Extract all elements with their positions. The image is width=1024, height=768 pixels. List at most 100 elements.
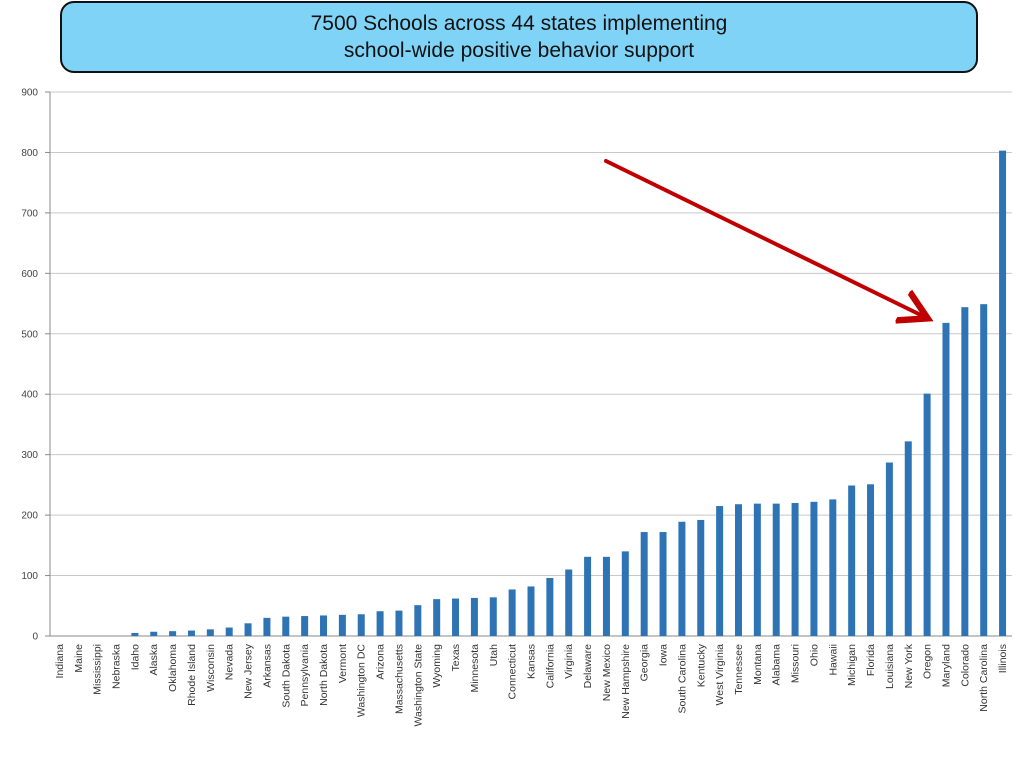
bar <box>961 307 969 636</box>
bar <box>565 569 573 636</box>
y-tick-label: 900 <box>21 88 38 99</box>
x-tick-label: Hawaii <box>827 644 839 676</box>
x-tick-label: Massachusetts <box>393 644 405 714</box>
x-tick-label: Mississippi <box>92 644 104 695</box>
y-tick-label: 800 <box>21 148 38 159</box>
chart-title: 7500 Schools across 44 states implementi… <box>60 1 978 73</box>
bar <box>263 617 271 636</box>
x-tick-label: Nebraska <box>111 644 123 689</box>
x-tick-label: Washington State <box>412 644 424 727</box>
x-tick-label: South Dakota <box>280 644 292 708</box>
x-tick-label: Ohio <box>808 644 820 666</box>
bar <box>338 614 346 636</box>
bar <box>640 532 648 636</box>
x-tick-label: Indiana <box>54 644 66 679</box>
bar <box>734 504 742 636</box>
bar <box>791 503 799 636</box>
annotation-arrow <box>604 159 924 317</box>
x-tick-label: Texas <box>450 644 462 671</box>
y-tick-label: 600 <box>21 269 38 280</box>
x-tick-label: Washington DC <box>356 644 368 718</box>
y-tick-label: 400 <box>21 390 38 401</box>
x-tick-label: North Carolina <box>978 644 990 712</box>
x-tick-label: Arkansas <box>261 644 273 688</box>
bar <box>452 598 460 636</box>
bar <box>829 499 837 636</box>
bar <box>301 616 309 636</box>
bar <box>621 551 629 636</box>
x-tick-label: Alaska <box>148 644 160 676</box>
bar <box>320 615 328 636</box>
x-tick-label: Colorado <box>959 644 971 687</box>
x-tick-label: Virginia <box>563 644 575 679</box>
bar <box>131 632 139 636</box>
bar <box>433 599 441 636</box>
x-tick-label: Kansas <box>526 644 538 679</box>
x-tick-label: Maine <box>73 644 85 673</box>
bar <box>904 441 912 636</box>
x-tick-label: Illinois <box>997 644 1009 673</box>
x-tick-label: Missouri <box>790 644 802 683</box>
x-tick-label: Iowa <box>658 644 670 666</box>
bar <box>169 631 177 636</box>
bar <box>584 556 592 636</box>
y-tick-label: 300 <box>21 450 38 461</box>
x-tick-label: California <box>544 644 556 689</box>
x-tick-label: Arizona <box>375 644 387 680</box>
bar <box>414 605 422 636</box>
bar <box>810 501 818 636</box>
x-tick-label: Oregon <box>922 644 934 679</box>
bar <box>357 614 365 636</box>
bar <box>282 616 290 636</box>
x-tick-label: Tennessee <box>733 644 745 695</box>
bar <box>489 597 497 636</box>
bar <box>753 503 761 636</box>
x-tick-label: Wyoming <box>431 644 443 688</box>
x-tick-label: Louisiana <box>884 644 896 689</box>
x-tick-label: Vermont <box>337 644 349 683</box>
x-tick-label: Rhode Island <box>186 644 198 706</box>
chart-title-line-1: 7500 Schools across 44 states implementi… <box>310 12 728 35</box>
x-tick-label: New York <box>903 643 915 688</box>
bar <box>942 322 950 636</box>
bar <box>772 503 780 636</box>
x-tick-label: Florida <box>865 644 877 676</box>
bar <box>999 150 1007 636</box>
bar <box>150 631 158 636</box>
x-tick-label: Connecticut <box>507 644 519 700</box>
x-tick-label: Maryland <box>940 644 952 687</box>
y-tick-label: 100 <box>21 571 38 582</box>
bar <box>527 586 535 636</box>
bar <box>659 532 667 636</box>
bar <box>244 623 252 636</box>
y-tick-label: 0 <box>32 632 38 643</box>
x-tick-label: Montana <box>752 644 764 685</box>
bar <box>376 611 384 636</box>
y-tick-label: 500 <box>21 329 38 340</box>
bar <box>546 577 554 636</box>
x-tick-label: Nevada <box>224 644 236 680</box>
bar <box>225 627 233 636</box>
chart-title-line-2: school-wide positive behavior support <box>343 39 695 62</box>
bar <box>187 630 195 636</box>
y-tick-label: 700 <box>21 208 38 219</box>
bar <box>470 597 478 636</box>
x-tick-label: Michigan <box>846 644 858 686</box>
x-tick-label: Oklahoma <box>167 644 179 692</box>
x-tick-label: New Hampshire <box>620 644 632 719</box>
x-tick-label: Alabama <box>771 644 783 686</box>
x-tick-label: Delaware <box>582 644 594 689</box>
x-tick-label: West Virginia <box>714 644 726 706</box>
bar <box>697 519 705 636</box>
x-tick-label: Kentucky <box>695 643 707 687</box>
bar <box>923 393 931 636</box>
x-tick-label: Minnesota <box>469 644 481 693</box>
x-tick-label: Idaho <box>129 644 141 670</box>
bar <box>716 506 724 636</box>
x-tick-label: Utah <box>488 644 500 666</box>
bar <box>980 304 988 636</box>
bar <box>885 462 893 636</box>
x-tick-label: Georgia <box>639 644 651 682</box>
bar <box>206 629 214 636</box>
